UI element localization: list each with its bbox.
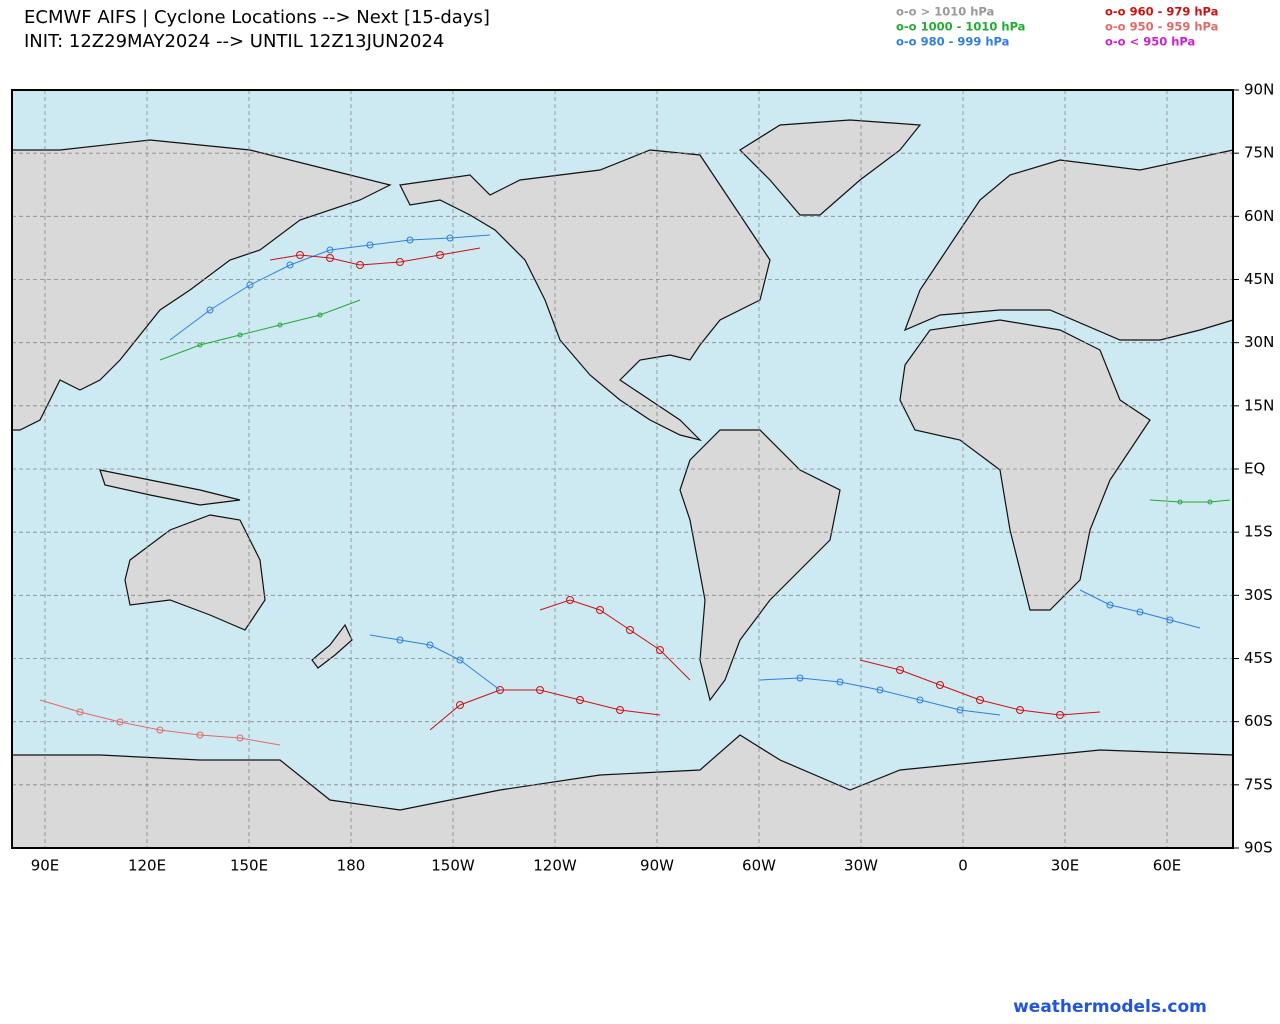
track [269,247,481,269]
legend-entry: o-o < 950 hPa [1105,35,1195,49]
lon-label: 120W [533,857,577,875]
lat-label: 90S [1244,839,1273,857]
south-america [679,429,841,702]
tracks [39,234,1231,746]
lat-label: 15N [1244,396,1274,414]
greenland [739,119,922,216]
legend-entry: o-o 980 - 999 hPa [896,35,1009,49]
track [1149,499,1231,505]
lat-label: 45N [1244,270,1274,288]
lon-label: 180 [337,857,366,875]
legend-entry: o-o > 1010 hPa [896,5,994,19]
lon-label: 90W [640,857,674,875]
credit: weathermodels.com [1013,997,1207,1017]
track [859,659,1101,719]
africa [899,319,1151,611]
lat-label: 75S [1244,775,1273,793]
legend-entry: o-o 1000 - 1010 hPa [896,20,1025,34]
track [539,596,691,681]
lon-label: 150W [431,857,475,875]
lon-label: 120E [128,857,166,875]
track [39,699,281,746]
track [169,234,491,341]
subtitle: INIT: 12Z29MAY2024 --> UNTIL 12Z13JUN202… [24,31,444,52]
track [759,674,1001,716]
lon-label: 150E [230,857,268,875]
lat-label: 30S [1244,586,1273,604]
lon-label: 0 [958,857,968,875]
lat-label: 60S [1244,712,1273,730]
lat-label: 90N [1244,81,1274,99]
australia [124,514,266,631]
legend-entry: o-o 950 - 959 hPa [1105,20,1218,34]
land [11,119,1234,849]
lat-label: 30N [1244,333,1274,351]
title: ECMWF AIFS | Cyclone Locations --> Next … [24,7,490,28]
lon-label: 60E [1153,857,1182,875]
lon-label: 30W [844,857,878,875]
north-america [399,149,771,442]
lat-label: 75N [1244,144,1274,162]
lat-label: 45S [1244,649,1273,667]
indonesia [99,469,241,506]
lon-label: 30E [1051,857,1080,875]
lon-label: 60W [742,857,776,875]
lat-label: 15S [1244,523,1273,541]
lat-label: EQ [1244,460,1265,478]
lat-label: 60N [1244,207,1274,225]
graticule [12,90,1233,848]
axis-labels: 90E 120E 150E 180 150W 120W 90W 60W 30W 0 30E 60E 90… [31,81,1275,875]
track [429,686,661,731]
legend-entry: o-o 960 - 979 hPa [1105,5,1218,19]
track [1079,589,1201,629]
track [159,299,361,361]
lon-label: 90E [31,857,60,875]
track [369,634,501,691]
new-zealand [311,623,353,669]
